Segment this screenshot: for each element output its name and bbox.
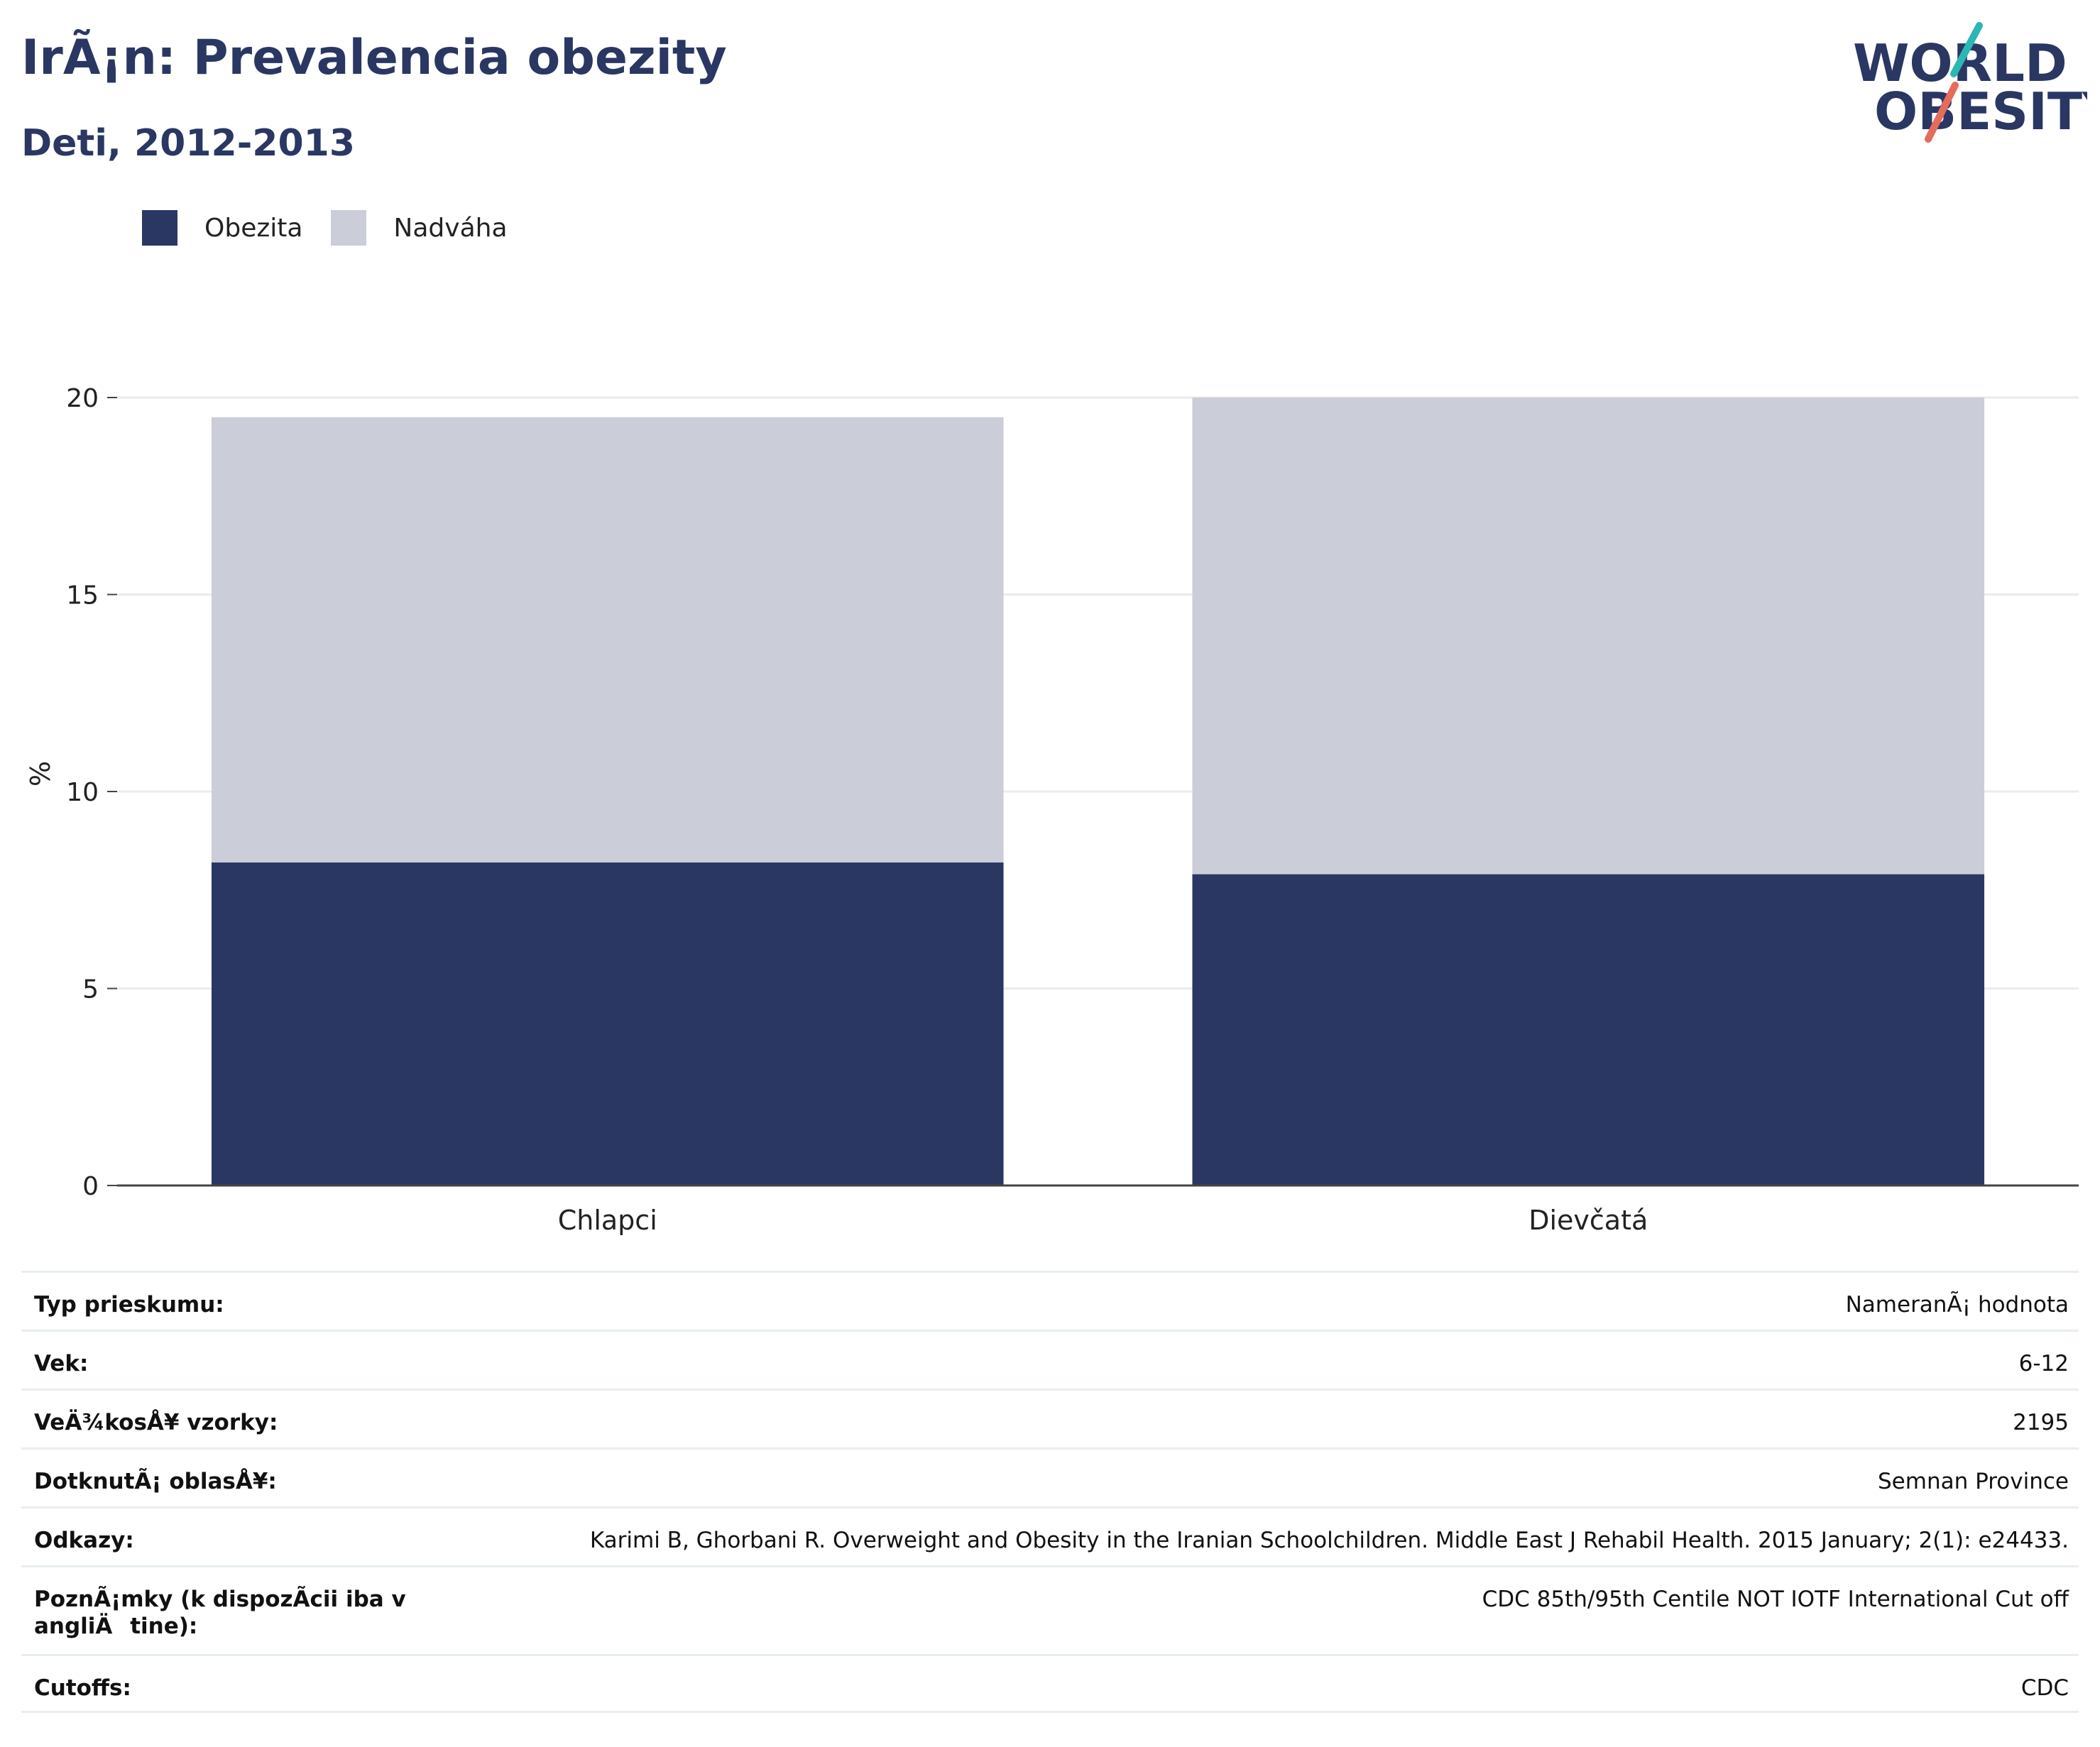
info-row-area: DotknutÃ¡ oblasÅ¥: Semnan Province bbox=[21, 1447, 2079, 1506]
legend-label-obezita: Obezita bbox=[204, 213, 303, 243]
info-key: Typ prieskumu: bbox=[34, 1292, 224, 1318]
legend-swatch-obezita bbox=[142, 210, 177, 246]
info-key: Odkazy: bbox=[34, 1528, 134, 1553]
info-key: DotknutÃ¡ oblasÅ¥: bbox=[34, 1469, 277, 1494]
x-tick-label: Dievčatá bbox=[1528, 1205, 1648, 1236]
world-obesity-logo: WORLD OBESITY bbox=[1853, 22, 2087, 143]
info-row-references: Odkazy: Karimi B, Ghorbani R. Overweight… bbox=[21, 1506, 2079, 1565]
chart-subtitle: Deti, 2012-2013 bbox=[21, 122, 356, 165]
logo-slash-teal bbox=[1950, 22, 1983, 77]
info-key: PoznÃ¡mky (k dispozÃ­cii iba v angliÄti… bbox=[34, 1587, 406, 1639]
info-row-sample-size: VeÄ¾kosÅ¥ vzorky: 2195 bbox=[21, 1389, 2079, 1447]
bar-obezita-1 bbox=[1192, 874, 1985, 1185]
legend-item-nadvaha: Nadváha bbox=[331, 210, 508, 246]
info-row-notes: PoznÃ¡mky (k dispozÃ­cii iba v angliÄti… bbox=[21, 1565, 2079, 1654]
bar-nadv-ha-0 bbox=[211, 417, 1004, 862]
info-row-age: Vek: 6-12 bbox=[21, 1330, 2079, 1389]
info-value: 6-12 bbox=[2018, 1351, 2069, 1376]
stacked-bar-chart: 0 5 10 15 20% Chlapci Dievčatá bbox=[25, 384, 2079, 1236]
info-value: CDC bbox=[2020, 1675, 2069, 1701]
info-value: CDC 85th/95th Centile NOT IOTF Internati… bbox=[1482, 1587, 2069, 1612]
logo-text-obesity: OBESITY bbox=[1874, 82, 2087, 141]
legend-label-nadvaha: Nadváha bbox=[393, 213, 508, 243]
logo-slash-coral bbox=[1925, 82, 1959, 143]
info-value: Karimi B, Ghorbani R. Overweight and Obe… bbox=[589, 1528, 2069, 1553]
info-key: VeÄ¾kosÅ¥ vzorky: bbox=[34, 1410, 278, 1435]
y-tick-label: 20 bbox=[66, 384, 99, 413]
survey-info-table: Typ prieskumu: NameranÃ¡ hodnota Vek: 6-… bbox=[21, 1271, 2079, 1713]
info-row-survey-type: Typ prieskumu: NameranÃ¡ hodnota bbox=[21, 1271, 2079, 1330]
y-axis-label: % bbox=[25, 761, 56, 787]
y-tick-label: 10 bbox=[66, 778, 99, 807]
info-value: Semnan Province bbox=[1878, 1469, 2069, 1494]
chart-legend: Obezita Nadváha bbox=[142, 210, 536, 246]
y-tick-label: 5 bbox=[82, 975, 99, 1004]
info-value: NameranÃ¡ hodnota bbox=[1845, 1292, 2069, 1318]
info-key: Vek: bbox=[34, 1351, 89, 1376]
info-value: 2195 bbox=[2013, 1410, 2069, 1435]
bar-obezita-0 bbox=[211, 862, 1004, 1185]
x-tick-label: Chlapci bbox=[558, 1205, 657, 1236]
legend-item-obezita: Obezita bbox=[142, 210, 302, 246]
info-key: Cutoffs: bbox=[34, 1675, 131, 1701]
y-tick-label: 0 bbox=[82, 1172, 99, 1201]
chart-title: IrÃ¡n: Prevalencia obezity bbox=[21, 30, 727, 86]
info-row-cutoffs: Cutoffs: CDC bbox=[21, 1654, 2079, 1713]
y-tick-label: 15 bbox=[66, 581, 99, 610]
legend-swatch-nadvaha bbox=[331, 210, 367, 246]
bar-nadv-ha-1 bbox=[1192, 398, 1985, 875]
